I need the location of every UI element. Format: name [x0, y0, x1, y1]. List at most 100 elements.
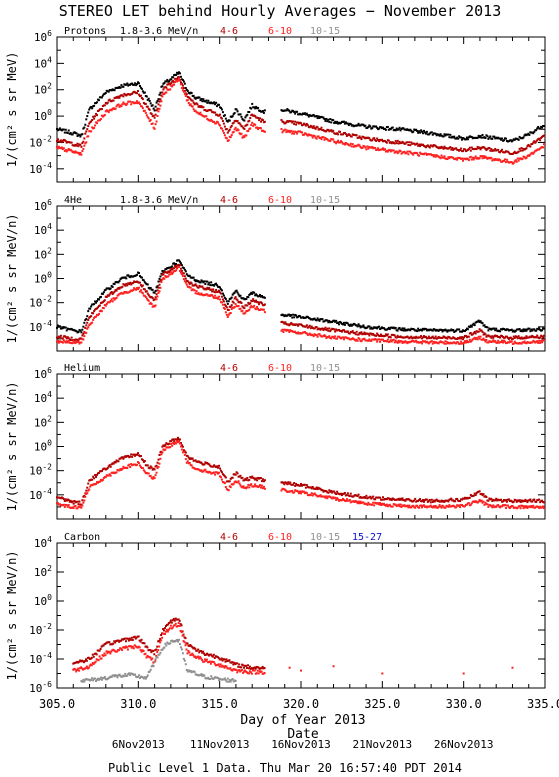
data-point	[539, 139, 542, 142]
data-point	[159, 275, 162, 278]
data-point	[126, 637, 129, 640]
data-point	[200, 105, 203, 108]
data-point	[358, 324, 361, 327]
data-point	[100, 96, 103, 99]
data-point	[399, 150, 402, 153]
data-point	[520, 336, 523, 339]
data-point	[221, 473, 224, 476]
data-point	[336, 497, 339, 500]
data-point	[524, 337, 527, 340]
data-point	[62, 128, 65, 131]
data-point	[98, 649, 101, 652]
data-point	[213, 677, 216, 680]
data-point	[137, 286, 140, 289]
data-point	[169, 642, 172, 645]
data-point	[82, 140, 85, 143]
data-point	[137, 675, 140, 678]
data-point	[397, 497, 400, 500]
data-point	[427, 342, 430, 345]
data-point	[399, 129, 402, 132]
data-point	[211, 294, 214, 297]
data-point	[304, 486, 307, 489]
data-point	[188, 274, 191, 277]
data-point	[215, 282, 218, 285]
data-point	[297, 490, 300, 493]
data-point	[147, 472, 150, 475]
data-point	[347, 124, 350, 127]
data-point	[514, 329, 517, 332]
x-tick-label: 330.0	[446, 697, 482, 711]
data-point	[402, 141, 405, 144]
data-point	[211, 655, 214, 658]
data-point	[365, 494, 368, 497]
data-point	[154, 113, 157, 116]
data-point	[117, 281, 120, 284]
data-point	[99, 676, 102, 679]
data-point	[170, 271, 173, 274]
data-point	[158, 462, 161, 465]
data-point	[421, 337, 424, 340]
data-point	[187, 456, 190, 459]
data-point	[452, 156, 455, 159]
data-point	[366, 326, 369, 329]
data-point	[67, 148, 70, 151]
data-point	[96, 101, 99, 104]
data-point	[114, 107, 117, 110]
data-point	[360, 340, 363, 343]
data-point	[137, 288, 140, 291]
data-point	[103, 652, 106, 655]
data-point	[230, 134, 233, 137]
data-point	[351, 124, 354, 127]
data-point	[334, 120, 337, 123]
data-point	[431, 342, 434, 345]
data-point	[201, 100, 204, 103]
data-point	[189, 669, 192, 672]
data-point	[177, 618, 180, 621]
data-point	[406, 342, 409, 345]
data-point	[503, 158, 506, 161]
data-point	[342, 120, 345, 123]
data-point	[146, 98, 149, 101]
data-point	[154, 296, 157, 299]
data-point	[482, 155, 485, 158]
data-point	[337, 498, 340, 501]
data-point	[501, 137, 504, 140]
data-point	[438, 504, 441, 507]
data-point	[385, 141, 388, 144]
data-point	[418, 143, 421, 146]
data-point	[110, 291, 113, 294]
data-point	[397, 128, 400, 131]
data-point	[229, 477, 232, 480]
data-point	[326, 120, 329, 123]
data-point	[368, 137, 371, 140]
data-point	[319, 494, 322, 497]
data-point	[440, 154, 443, 157]
data-point	[476, 338, 479, 341]
data-point	[493, 135, 496, 138]
data-point	[521, 505, 524, 508]
data-point	[501, 334, 504, 337]
data-point	[378, 338, 381, 341]
data-point	[359, 136, 362, 139]
data-point	[210, 118, 213, 121]
data-point	[499, 159, 502, 162]
data-point	[480, 492, 483, 495]
data-point	[538, 148, 541, 151]
data-point	[56, 127, 58, 130]
data-point	[522, 328, 525, 331]
data-point	[155, 101, 158, 104]
data-point	[212, 295, 215, 298]
data-point	[419, 145, 422, 148]
data-point	[459, 342, 462, 345]
data-point	[446, 330, 449, 333]
data-point	[424, 146, 427, 149]
data-point	[66, 131, 69, 134]
data-point	[390, 142, 393, 145]
data-point	[533, 498, 536, 501]
data-point	[237, 480, 240, 483]
data-point	[241, 125, 244, 128]
data-point	[369, 495, 372, 498]
data-point	[483, 503, 486, 506]
data-point	[455, 506, 458, 509]
data-point	[531, 341, 534, 344]
